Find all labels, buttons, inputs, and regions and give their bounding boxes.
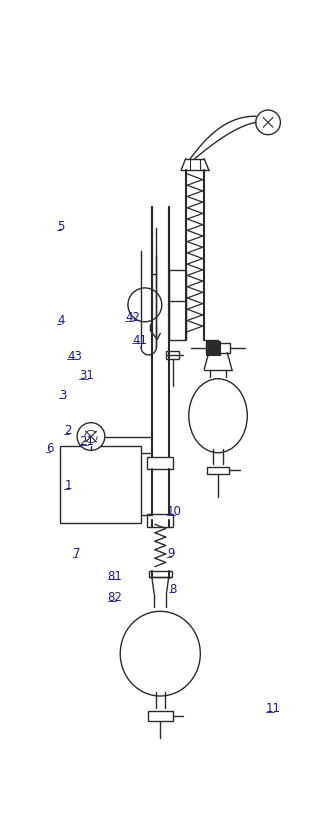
Bar [206, 344, 230, 353]
Bar [147, 514, 173, 527]
Text: 41: 41 [132, 333, 147, 347]
Text: 42: 42 [125, 311, 140, 324]
Text: 2: 2 [65, 424, 72, 437]
Text: 3: 3 [59, 389, 67, 402]
Text: 31: 31 [79, 370, 94, 382]
Bar [166, 351, 179, 359]
Ellipse shape [120, 612, 200, 696]
Text: 21: 21 [79, 435, 94, 449]
Text: 5: 5 [57, 220, 65, 234]
Text: 82: 82 [108, 591, 123, 604]
Circle shape [77, 423, 105, 450]
Text: 81: 81 [108, 570, 123, 583]
Bar [207, 466, 229, 475]
Bar [206, 341, 220, 354]
Text: 7: 7 [73, 547, 81, 560]
Text: 11: 11 [266, 702, 281, 716]
Text: 1: 1 [65, 479, 72, 492]
Text: 10: 10 [167, 505, 182, 518]
Bar [148, 711, 173, 721]
Text: 43: 43 [67, 349, 82, 363]
Ellipse shape [189, 379, 247, 453]
Text: 6: 6 [46, 443, 53, 455]
Circle shape [128, 288, 162, 322]
Text: 8: 8 [169, 583, 177, 596]
Bar [147, 457, 173, 469]
Bar [149, 570, 172, 577]
Circle shape [256, 110, 281, 134]
Bar [169, 270, 186, 339]
Bar [60, 446, 141, 522]
Text: 9: 9 [167, 547, 175, 560]
Text: 4: 4 [57, 314, 65, 328]
